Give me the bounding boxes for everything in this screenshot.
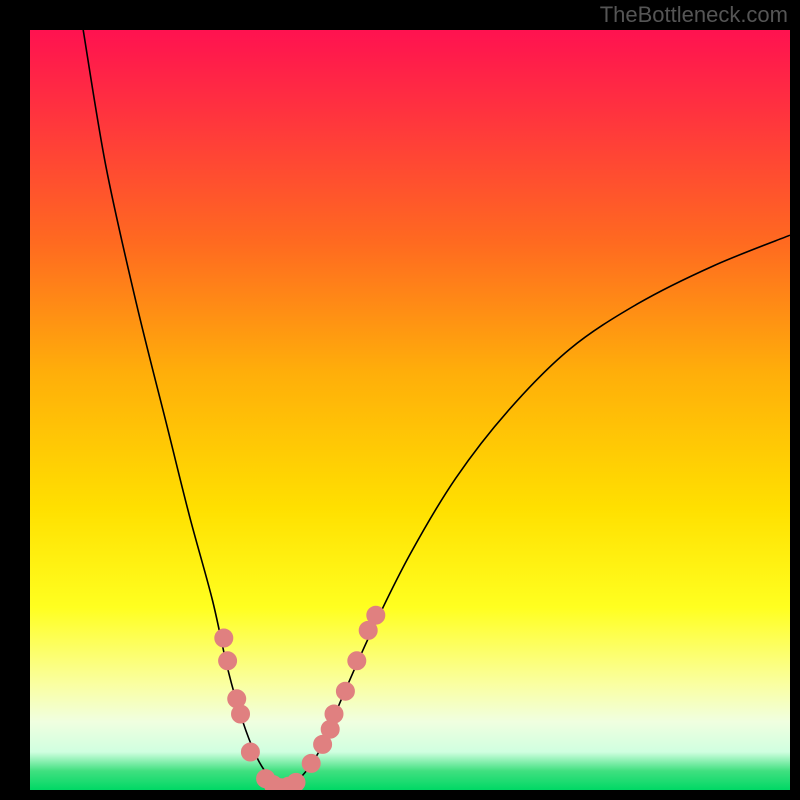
data-marker	[325, 705, 343, 723]
plot-area	[30, 30, 790, 790]
data-marker	[215, 629, 233, 647]
data-marker	[287, 773, 305, 790]
data-marker	[302, 754, 320, 772]
watermark-text: TheBottleneck.com	[600, 2, 788, 28]
marker-group	[215, 606, 385, 790]
data-marker	[336, 682, 354, 700]
data-marker	[367, 606, 385, 624]
bottleneck-curve	[83, 30, 790, 789]
data-marker	[348, 652, 366, 670]
data-marker	[232, 705, 250, 723]
data-marker	[219, 652, 237, 670]
chart-svg	[30, 30, 790, 790]
data-marker	[241, 743, 259, 761]
